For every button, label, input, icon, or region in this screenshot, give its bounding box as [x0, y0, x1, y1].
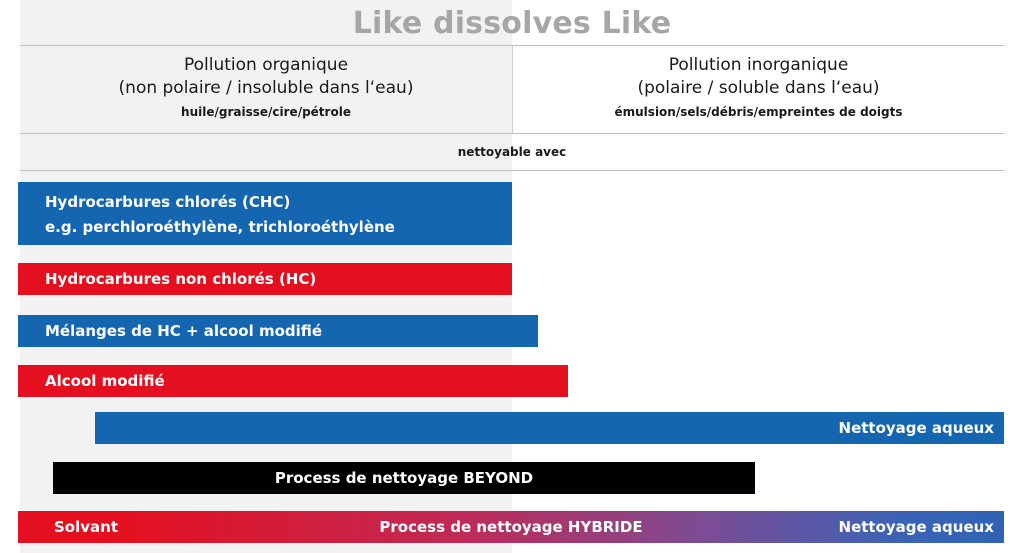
hybrid-solvent-label: Solvant	[54, 518, 118, 536]
organic-pollution-header: Pollution organique (non polaire / insol…	[20, 54, 512, 119]
inorganic-examples: émulsion/sels/débris/empreintes de doigt…	[614, 105, 903, 119]
bar-beyond-process: Process de nettoyage BEYOND	[53, 462, 755, 494]
inorganic-pollution-header: Pollution inorganique (polaire / soluble…	[513, 54, 1004, 119]
hc-mix-label: Mélanges de HC + alcool modifié	[45, 322, 323, 340]
chc-label-line2: e.g. perchloroéthylène, trichloroéthylèn…	[45, 218, 395, 236]
bar-hybrid-process: Solvant Process de nettoyage HYBRIDE Net…	[18, 511, 1004, 543]
cleanable-with-divider	[20, 170, 1004, 171]
organic-heading-line2: (non polaire / insoluble dans l‘eau)	[118, 78, 414, 98]
inorganic-heading-line2: (polaire / soluble dans l‘eau)	[637, 78, 880, 98]
column-divider	[512, 46, 513, 134]
bar-chlorinated-hydrocarbons: Hydrocarbures chlorés (CHC) e.g. perchlo…	[18, 182, 512, 245]
chc-label-line1: Hydrocarbures chlorés (CHC)	[45, 193, 291, 211]
bar-non-chlorinated-hydrocarbons: Hydrocarbures non chlorés (HC)	[18, 263, 512, 295]
modified-alcohol-label: Alcool modifié	[45, 372, 165, 390]
chc-label: Hydrocarbures chlorés (CHC) e.g. perchlo…	[45, 190, 395, 240]
hybrid-process-label: Process de nettoyage HYBRIDE	[379, 518, 643, 536]
header-top-divider	[20, 45, 1004, 46]
organic-heading-line1: Pollution organique	[183, 55, 349, 75]
bar-hc-alcohol-mix: Mélanges de HC + alcool modifié	[18, 315, 538, 347]
beyond-label: Process de nettoyage BEYOND	[274, 469, 534, 487]
diagram-title: Like dissolves Like	[352, 6, 672, 41]
hybrid-aqueous-label: Nettoyage aqueux	[838, 518, 994, 536]
hc-label: Hydrocarbures non chlorés (HC)	[45, 270, 317, 288]
cleanable-with-label: nettoyable avec	[457, 145, 567, 159]
inorganic-heading-line1: Pollution inorganique	[668, 55, 849, 75]
header-bottom-divider	[20, 133, 1004, 134]
aqueous-label: Nettoyage aqueux	[838, 419, 994, 437]
organic-examples: huile/graisse/cire/pétrole	[181, 105, 351, 119]
bar-aqueous-cleaning: Nettoyage aqueux	[95, 412, 1004, 444]
bar-modified-alcohol: Alcool modifié	[18, 365, 568, 397]
